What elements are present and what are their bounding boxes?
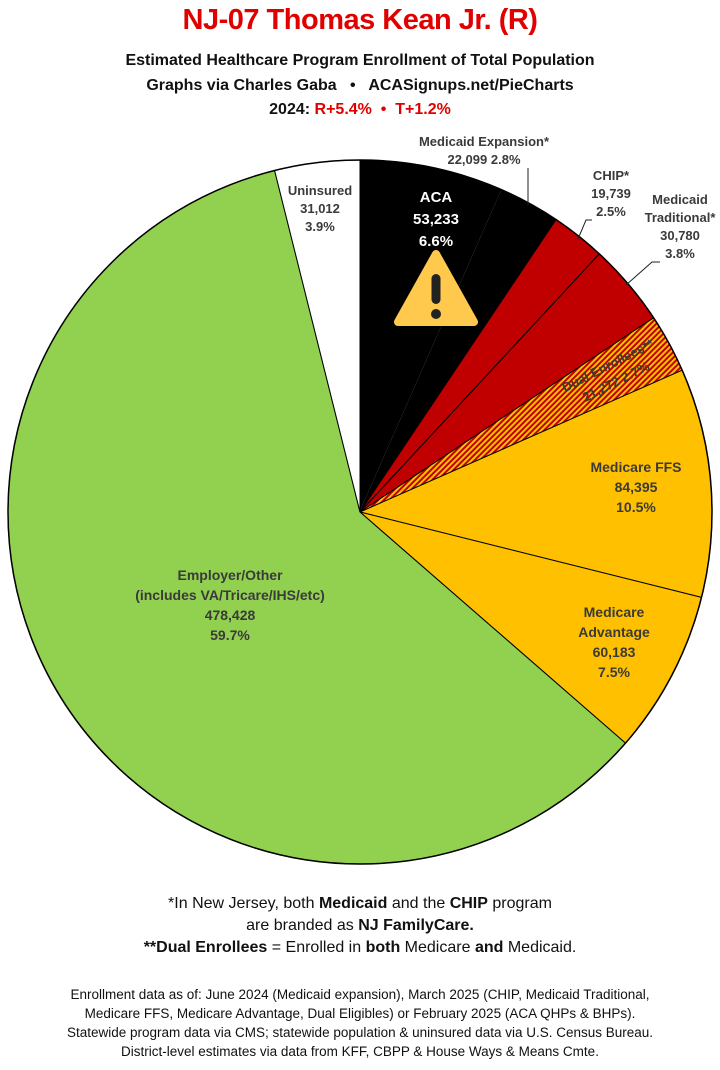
source-line: Statewide program data via CMS; statewid… [66, 1025, 654, 1040]
label-medicaid-expansion: Medicaid Expansion* 22,099 2.8% [418, 134, 550, 167]
warning-triangle-icon [394, 250, 478, 326]
election-margins: 2024: R+5.4% • T+1.2% [0, 101, 720, 119]
source-line: Enrollment data as of: June 2024 (Medica… [70, 987, 650, 1002]
chart-title: NJ-07 Thomas Kean Jr. (R) [182, 4, 538, 36]
label-medicaid-traditional: Medicaid Traditional* 30,780 3.8% [644, 192, 716, 261]
chart-subtitle: Estimated Healthcare Program Enrollment … [125, 52, 595, 69]
leader-medicaid-traditional [625, 261, 660, 286]
leader-chip [577, 219, 592, 240]
data-sources: Enrollment data as of: June 2024 (Medica… [0, 985, 720, 1061]
label-chip: CHIP* 19,739 2.5% [591, 168, 631, 219]
source-line: Medicare FFS, Medicare Advantage, Dual E… [84, 1006, 636, 1021]
year-label: 2024: [269, 101, 311, 118]
label-medicare-ffs: Medicare FFS 84,395 10.5% [590, 459, 682, 515]
pie-outline [7, 159, 713, 865]
label-employer-other: Employer/Other (includes VA/Tricare/IHS/e… [135, 567, 325, 643]
source-line: District-level estimates via data from K… [121, 1044, 599, 1059]
footnote: *In New Jersey, both Medicaid and the CH… [143, 895, 577, 956]
margin-values: R+5.4% • T+1.2% [314, 101, 451, 118]
label-medicare-advantage: Medicare Advantage 60,183 7.5% [578, 604, 650, 680]
label-uninsured: Uninsured 31,012 3.9% [287, 183, 353, 234]
chart-credit: Graphs via Charles Gaba • ACASignups.net… [146, 77, 574, 94]
label-aca: ACA 53,233 6.6% [413, 189, 459, 250]
